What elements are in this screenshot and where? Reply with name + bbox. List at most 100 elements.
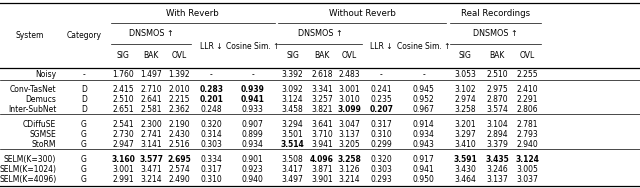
Text: Demucs: Demucs — [26, 95, 56, 104]
Text: 0.901: 0.901 — [242, 155, 264, 164]
Text: SELM(K=4096): SELM(K=4096) — [0, 175, 56, 184]
Text: LLR ↓: LLR ↓ — [370, 42, 393, 51]
Text: 3.037: 3.037 — [516, 175, 538, 184]
Text: 2.430: 2.430 — [168, 130, 190, 139]
Text: D: D — [81, 105, 87, 114]
Text: 2.806: 2.806 — [516, 105, 538, 114]
Text: 3.001: 3.001 — [339, 85, 360, 94]
Text: BAK: BAK — [143, 52, 159, 60]
Text: 3.201: 3.201 — [454, 120, 476, 129]
Text: 0.952: 0.952 — [413, 95, 435, 104]
Text: 2.190: 2.190 — [168, 120, 190, 129]
Text: 3.137: 3.137 — [486, 175, 508, 184]
Text: SELM(K=300): SELM(K=300) — [4, 155, 56, 164]
Text: 3.294: 3.294 — [282, 120, 303, 129]
Text: 2.010: 2.010 — [168, 85, 190, 94]
Text: 3.137: 3.137 — [339, 130, 360, 139]
Text: G: G — [81, 140, 87, 149]
Text: 2.793: 2.793 — [516, 130, 538, 139]
Text: 3.257: 3.257 — [311, 95, 333, 104]
Text: 2.483: 2.483 — [339, 70, 360, 79]
Text: Category: Category — [67, 31, 101, 40]
Text: 2.641: 2.641 — [141, 95, 162, 104]
Text: 0.310: 0.310 — [200, 175, 222, 184]
Text: G: G — [81, 155, 87, 164]
Text: OVL: OVL — [172, 52, 187, 60]
Text: 0.933: 0.933 — [242, 105, 264, 114]
Text: 0.293: 0.293 — [371, 175, 392, 184]
Text: D: D — [81, 95, 87, 104]
Text: 0.317: 0.317 — [371, 120, 392, 129]
Text: 0.934: 0.934 — [242, 140, 264, 149]
Text: 2.490: 2.490 — [168, 175, 190, 184]
Text: 3.577: 3.577 — [140, 155, 163, 164]
Text: 0.201: 0.201 — [199, 95, 223, 104]
Text: Noisy: Noisy — [35, 70, 56, 79]
Text: 3.005: 3.005 — [516, 165, 538, 174]
Text: 0.241: 0.241 — [371, 85, 392, 94]
Text: 2.574: 2.574 — [168, 165, 190, 174]
Text: 3.341: 3.341 — [311, 85, 333, 94]
Text: 3.104: 3.104 — [486, 120, 508, 129]
Text: -: - — [380, 70, 383, 79]
Text: BAK: BAK — [490, 52, 505, 60]
Text: 3.508: 3.508 — [282, 155, 303, 164]
Text: OVL: OVL — [342, 52, 357, 60]
Text: Cosine Sim. ↑: Cosine Sim. ↑ — [226, 42, 280, 51]
Text: 0.939: 0.939 — [241, 85, 265, 94]
Text: 0.943: 0.943 — [413, 140, 435, 149]
Text: Without Reverb: Without Reverb — [329, 9, 396, 18]
Text: 0.907: 0.907 — [242, 120, 264, 129]
Text: 3.417: 3.417 — [282, 165, 303, 174]
Text: 0.934: 0.934 — [413, 130, 435, 139]
Text: 3.435: 3.435 — [485, 155, 509, 164]
Text: 0.923: 0.923 — [242, 165, 264, 174]
Text: 0.320: 0.320 — [371, 155, 392, 164]
Text: 3.099: 3.099 — [337, 105, 362, 114]
Text: 2.362: 2.362 — [168, 105, 190, 114]
Text: 3.430: 3.430 — [454, 165, 476, 174]
Text: 0.248: 0.248 — [200, 105, 222, 114]
Text: BAK: BAK — [314, 52, 330, 60]
Text: 2.870: 2.870 — [486, 95, 508, 104]
Text: 2.894: 2.894 — [486, 130, 508, 139]
Text: 0.334: 0.334 — [200, 155, 222, 164]
Text: 2.695: 2.695 — [167, 155, 191, 164]
Text: 0.310: 0.310 — [371, 130, 392, 139]
Text: 0.940: 0.940 — [242, 175, 264, 184]
Text: CDiffuSE: CDiffuSE — [23, 120, 56, 129]
Text: 3.710: 3.710 — [311, 130, 333, 139]
Text: SIG: SIG — [459, 52, 472, 60]
Text: 2.651: 2.651 — [113, 105, 134, 114]
Text: 3.001: 3.001 — [113, 165, 134, 174]
Text: 3.458: 3.458 — [282, 105, 303, 114]
Text: 0.314: 0.314 — [200, 130, 222, 139]
Text: Real Recordings: Real Recordings — [461, 9, 530, 18]
Text: 3.941: 3.941 — [311, 140, 333, 149]
Text: 2.255: 2.255 — [516, 70, 538, 79]
Text: -: - — [210, 70, 212, 79]
Text: 3.871: 3.871 — [311, 165, 333, 174]
Text: 3.501: 3.501 — [282, 130, 303, 139]
Text: 2.215: 2.215 — [168, 95, 190, 104]
Text: 3.102: 3.102 — [454, 85, 476, 94]
Text: 2.974: 2.974 — [454, 95, 476, 104]
Text: G: G — [81, 165, 87, 174]
Text: 3.047: 3.047 — [339, 120, 360, 129]
Text: SELM(K=1024): SELM(K=1024) — [0, 165, 56, 174]
Text: 2.410: 2.410 — [516, 85, 538, 94]
Text: LLR ↓: LLR ↓ — [200, 42, 223, 51]
Text: 2.940: 2.940 — [516, 140, 538, 149]
Text: 3.464: 3.464 — [454, 175, 476, 184]
Text: 3.124: 3.124 — [282, 95, 303, 104]
Text: 0.899: 0.899 — [242, 130, 264, 139]
Text: 2.415: 2.415 — [113, 85, 134, 94]
Text: 2.300: 2.300 — [141, 120, 162, 129]
Text: 2.541: 2.541 — [113, 120, 134, 129]
Text: 3.092: 3.092 — [282, 85, 303, 94]
Text: -: - — [252, 70, 254, 79]
Text: 2.581: 2.581 — [141, 105, 162, 114]
Text: OVL: OVL — [520, 52, 535, 60]
Text: 3.514: 3.514 — [280, 140, 305, 149]
Text: 2.510: 2.510 — [113, 95, 134, 104]
